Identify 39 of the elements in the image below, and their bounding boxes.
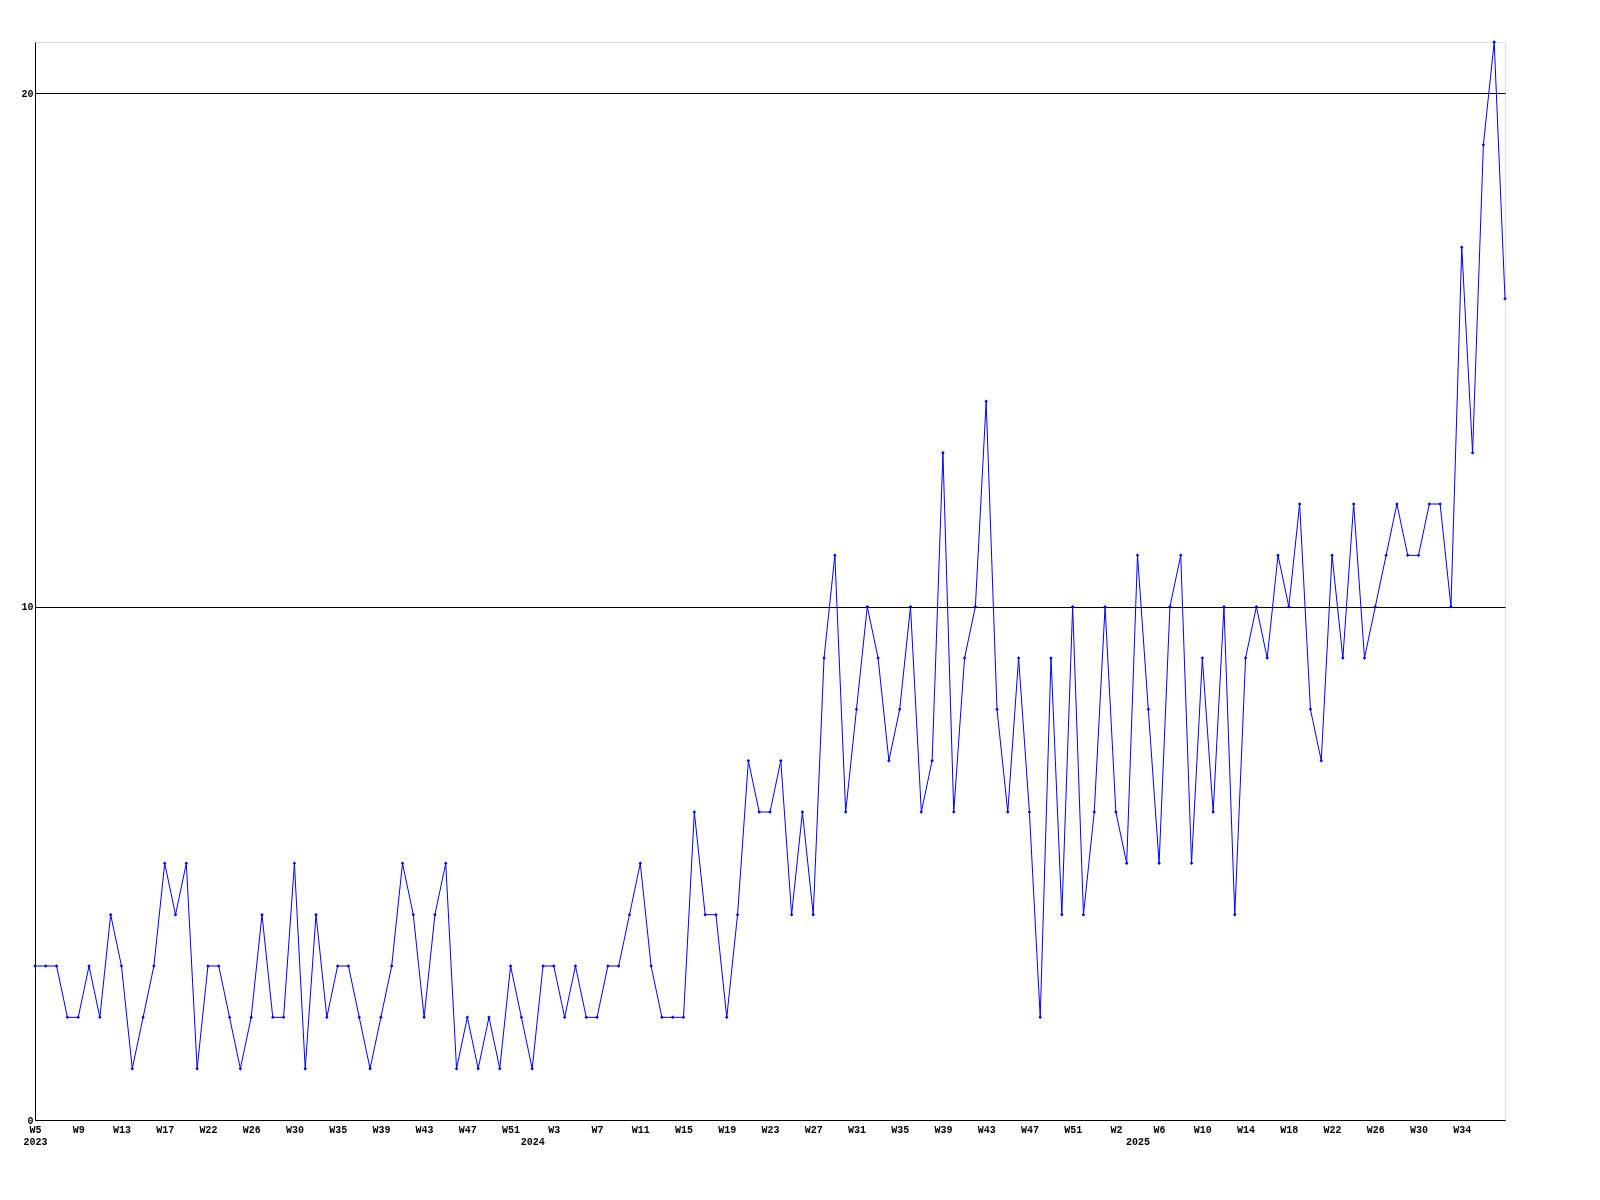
x-tick-label: W26 bbox=[1366, 1124, 1385, 1136]
x-tick-label: W23 bbox=[761, 1124, 780, 1136]
x-tick-label: W14 bbox=[1237, 1124, 1256, 1136]
x-tick-label: W3 bbox=[548, 1124, 561, 1136]
x-tick-label: W30 bbox=[1410, 1124, 1429, 1136]
x-tick-label: W22 bbox=[199, 1124, 218, 1136]
x-tick-label: W11 bbox=[631, 1124, 650, 1136]
x-tick-label: W35 bbox=[891, 1124, 910, 1136]
x-tick-label: W19 bbox=[718, 1124, 737, 1136]
x-tick-label: W6 bbox=[1153, 1124, 1166, 1136]
x-tick-label: W30 bbox=[285, 1124, 304, 1136]
x-tick-label: W2 bbox=[1110, 1124, 1123, 1136]
y-tick-label: 20 bbox=[21, 88, 34, 100]
x-tick-label: W47 bbox=[458, 1124, 477, 1136]
x-tick-label: W31 bbox=[847, 1124, 866, 1136]
x-tick-label: W51 bbox=[502, 1124, 521, 1136]
x-tick-label: W47 bbox=[1020, 1124, 1039, 1136]
x-tick-label: W27 bbox=[804, 1124, 823, 1136]
x-tick-label: 2024 bbox=[520, 1136, 545, 1148]
x-tick-label: W51 bbox=[1064, 1124, 1083, 1136]
y-tick-label: 10 bbox=[21, 602, 34, 614]
x-tick-label: W18 bbox=[1280, 1124, 1299, 1136]
x-tick-label: W10 bbox=[1193, 1124, 1212, 1136]
x-tick-label: W15 bbox=[675, 1124, 694, 1136]
x-tick-label: W26 bbox=[242, 1124, 261, 1136]
y-tick-label: 0 bbox=[27, 1115, 34, 1127]
x-tick-label: W43 bbox=[415, 1124, 434, 1136]
x-tick-label: W7 bbox=[591, 1124, 604, 1136]
x-tick-label: W22 bbox=[1323, 1124, 1342, 1136]
x-tick-label: W35 bbox=[329, 1124, 348, 1136]
x-tick-label: 2025 bbox=[1125, 1136, 1151, 1148]
x-tick-label: W34 bbox=[1453, 1124, 1472, 1136]
x-tick-label: W13 bbox=[112, 1124, 131, 1136]
x-tick-label: W39 bbox=[372, 1124, 391, 1136]
x-tick-label: W9 bbox=[72, 1124, 85, 1136]
x-tick-label: W5 2023 bbox=[23, 1124, 48, 1148]
x-tick-label: W43 bbox=[977, 1124, 996, 1136]
x-tick-label: W17 bbox=[156, 1124, 175, 1136]
x-tick-label: W39 bbox=[934, 1124, 953, 1136]
